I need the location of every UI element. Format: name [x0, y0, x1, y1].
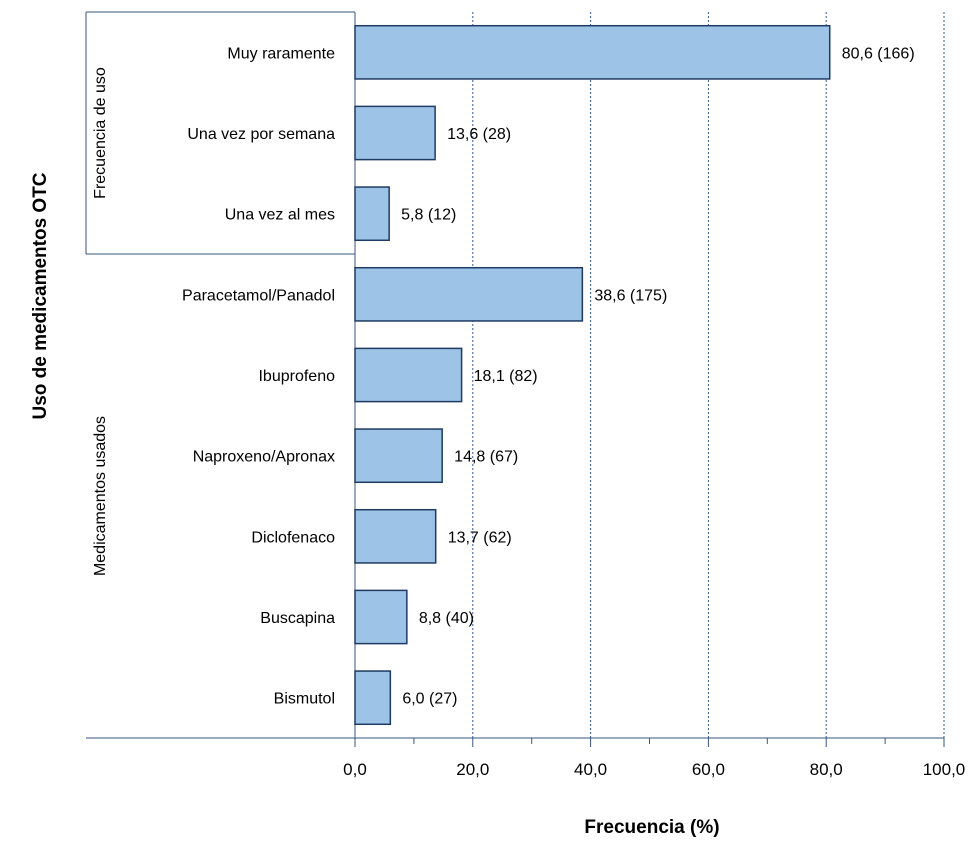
- x-axis-title: Frecuencia (%): [584, 817, 719, 838]
- bars: [354, 24, 831, 726]
- x-tick-label: 20,0: [456, 760, 489, 779]
- category-label: Una vez al mes: [225, 207, 335, 224]
- x-tick-label: 80,0: [810, 760, 843, 779]
- y-axis-title: Uso de medicamentos OTC: [30, 172, 51, 419]
- data-label: 13,7 (62): [448, 529, 512, 546]
- group-label: Medicamentos usados: [92, 416, 109, 576]
- data-label: 38,6 (175): [594, 287, 667, 304]
- data-label: 5,8 (12): [401, 207, 456, 224]
- bar: [354, 24, 831, 80]
- category-label: Diclofenaco: [251, 529, 335, 546]
- x-tick-label: 60,0: [692, 760, 725, 779]
- data-label: 6,0 (27): [402, 691, 457, 708]
- data-label: 8,8 (40): [419, 610, 474, 627]
- grid-lines: [472, 12, 945, 738]
- category-label: Buscapina: [260, 610, 335, 627]
- bar: [354, 670, 392, 726]
- category-label: Paracetamol/Panadol: [182, 287, 335, 304]
- data-label: 18,1 (82): [474, 368, 538, 385]
- bar: [354, 266, 584, 322]
- x-tick-label: 100,0: [923, 760, 966, 779]
- bar: [354, 105, 436, 161]
- category-label: Una vez por semana: [187, 126, 335, 143]
- category-label: Muy raramente: [227, 45, 335, 62]
- bar: [354, 347, 463, 403]
- data-label: 14,8 (67): [454, 449, 518, 466]
- x-tick-label: 0,0: [343, 760, 367, 779]
- data-label: 13,6 (28): [447, 126, 511, 143]
- group-label: Frecuencia de uso: [92, 67, 109, 199]
- category-label: Ibuprofeno: [258, 368, 335, 385]
- category-label: Naproxeno/Apronax: [193, 449, 335, 466]
- category-label: Bismutol: [274, 691, 335, 708]
- labels: Muy raramente 80,6 (166) Una vez por seman…: [92, 45, 915, 707]
- bar: [354, 428, 443, 484]
- data-label: 80,6 (166): [842, 45, 915, 62]
- bar: [354, 508, 437, 564]
- x-tick-label: 40,0: [574, 760, 607, 779]
- x-axis: 0,0 20,0 40,0 60,0 80,0 100,0: [86, 737, 966, 779]
- bar: [354, 186, 390, 242]
- bar: [354, 589, 408, 645]
